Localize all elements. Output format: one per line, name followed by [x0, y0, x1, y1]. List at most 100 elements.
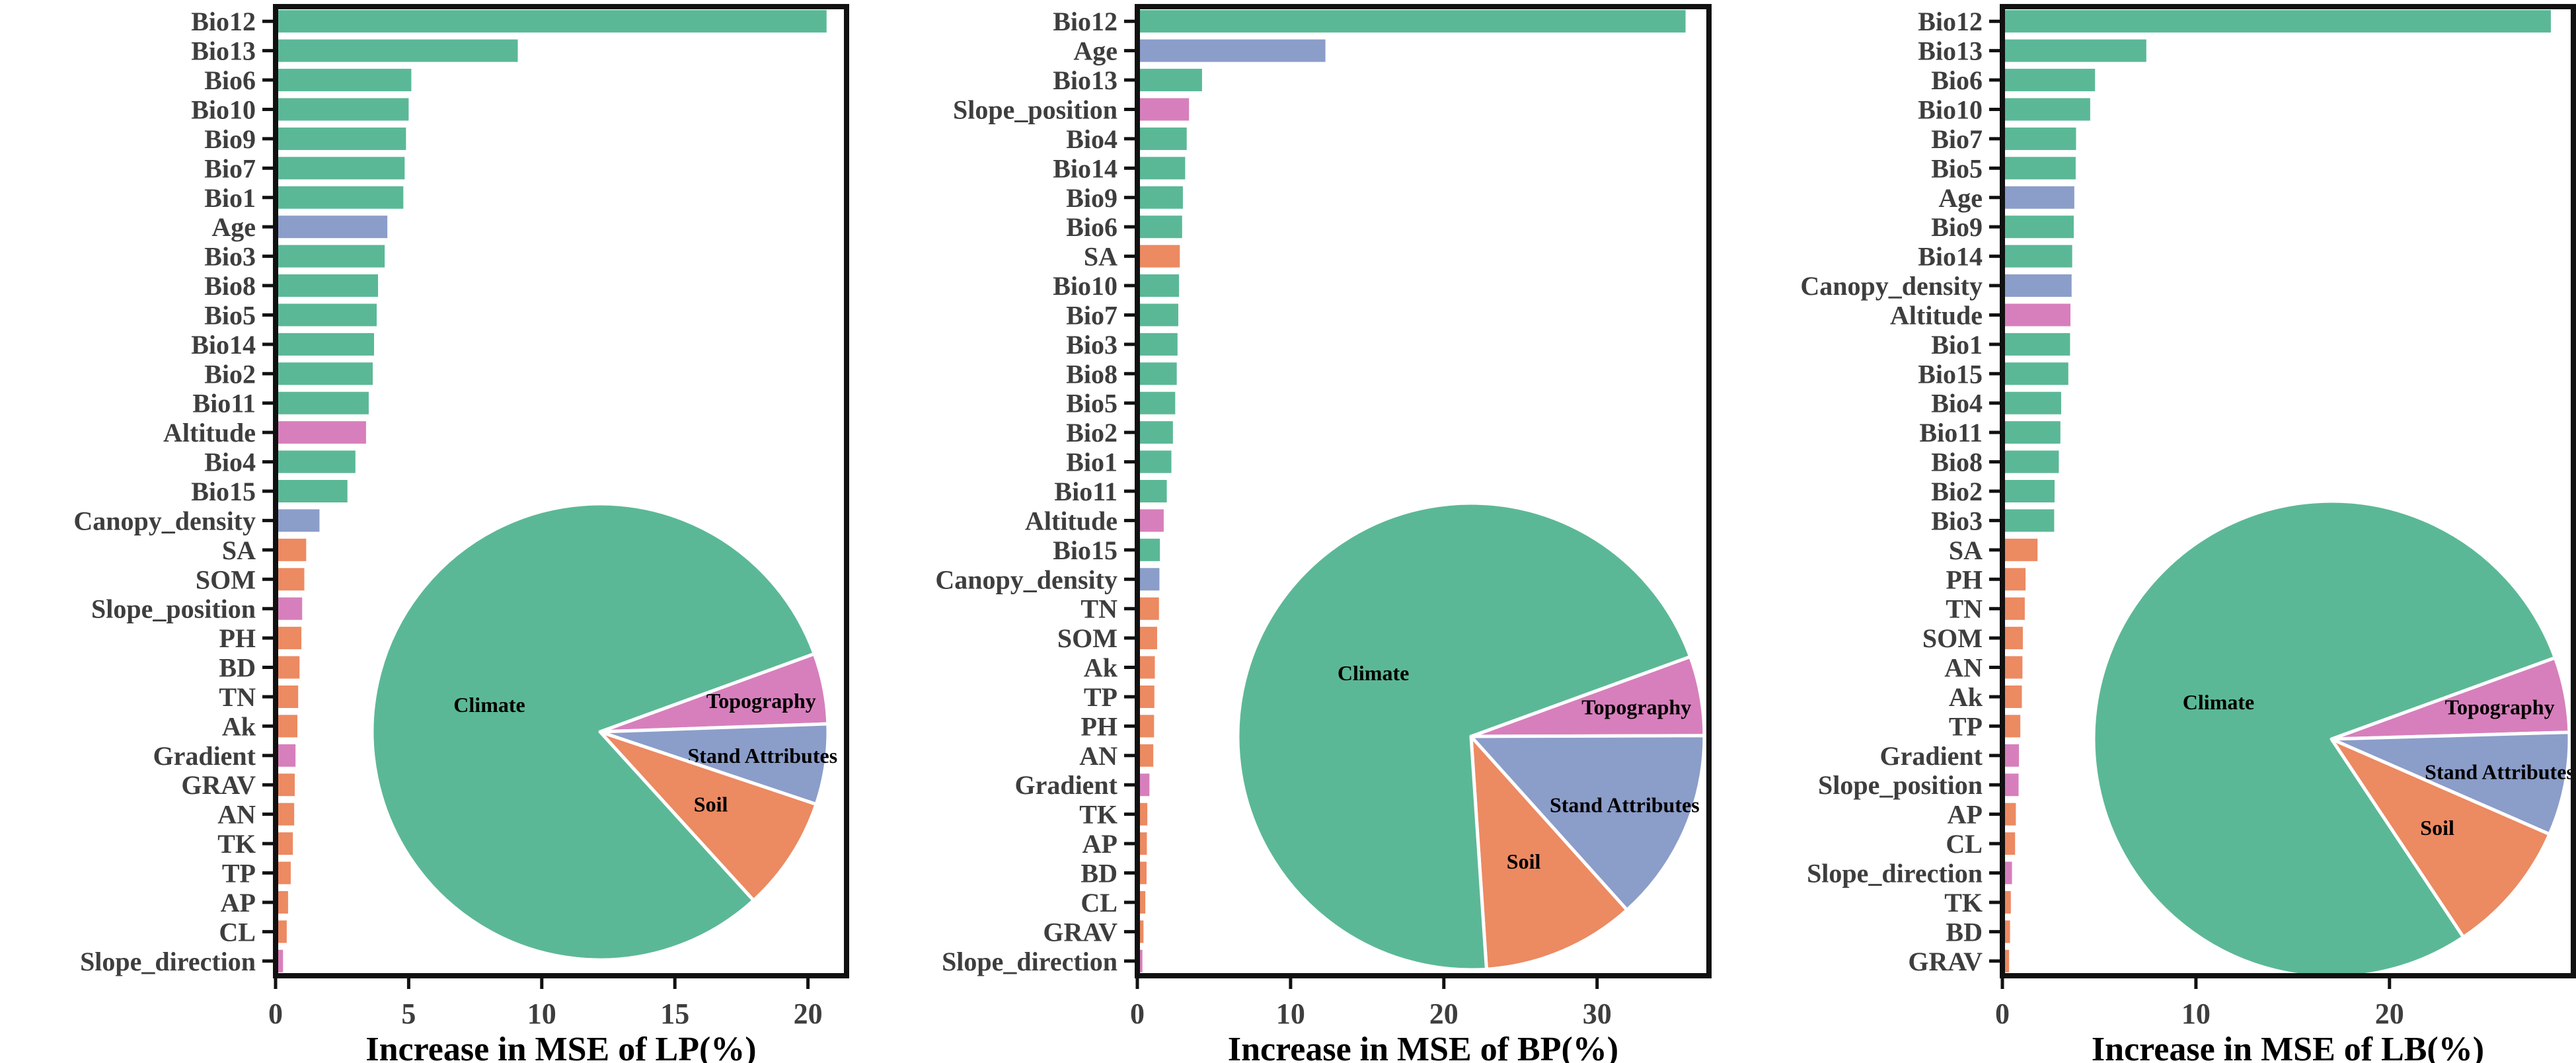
y-tick-label-SA: SA	[1084, 242, 1118, 272]
bar-Bio6	[1140, 216, 1182, 239]
bar-AN	[2005, 656, 2023, 679]
y-tick-label-Bio2: Bio2	[1066, 418, 1118, 448]
y-tick-label-Bio4: Bio4	[1066, 124, 1118, 154]
y-tick-label-Bio1: Bio1	[204, 183, 256, 213]
pie-label-climate: Climate	[453, 693, 525, 717]
y-tick-label-Bio3: Bio3	[1931, 506, 1983, 535]
panel-lp: Bio12 Bio13 Bio6 Bio10 Bio9 Bio7 Bio1 Age Bio3 Bi…	[0, 0, 859, 1063]
pie-slice-soil	[598, 730, 818, 902]
bar-AP	[278, 890, 288, 914]
y-tick-label-TN: TN	[1946, 594, 1983, 624]
pie-label-climate: Climate	[2183, 690, 2254, 714]
y-tick-label-Bio10: Bio10	[191, 95, 256, 124]
y-tick-label-Age: Age	[211, 212, 256, 242]
y-tick-label-Gradient: Gradient	[1014, 770, 1118, 800]
bar-Bio1	[278, 186, 404, 209]
pie-label-soil: Soil	[2420, 816, 2454, 840]
pie-label-topography: Topography	[706, 689, 816, 713]
bar-Slope_direction	[1140, 949, 1143, 972]
pie-bp: Topography Stand Attributes Soil Climate	[1236, 501, 1706, 972]
bar-TN	[1140, 597, 1159, 620]
pie-label-climate: Climate	[1338, 661, 1409, 685]
bar-Bio4	[1140, 127, 1187, 150]
y-tick-label-PH: PH	[219, 623, 256, 653]
y-tick-label-Altitude: Altitude	[163, 418, 256, 448]
y-tick-label-Canopy_density: Canopy_density	[1800, 271, 1983, 301]
plot-border	[273, 4, 849, 978]
x-axis-title-lp: Increase in MSE of LP(%)	[365, 1031, 756, 1063]
y-tick-label-Bio7: Bio7	[1066, 300, 1118, 330]
panel-bp: Bio12 Age Bio13 Slope_position Bio4 Bio14 Bio9…	[859, 0, 1718, 1063]
y-tick-label-Age: Age	[1938, 183, 1983, 213]
y-tick-label-BD: BD	[1080, 859, 1118, 888]
y-tick-label-TP: TP	[1949, 711, 1983, 741]
bar-Bio4	[278, 450, 356, 473]
x-tick-label-30: 30	[1583, 998, 1612, 1030]
y-tick-label-Slope_position: Slope_position	[953, 95, 1118, 124]
y-tick-label-TK: TK	[217, 829, 256, 859]
plot-border	[2000, 4, 2576, 978]
bar-GRAV	[278, 773, 295, 797]
pie-lb: Topography Stand Attributes Soil Climate	[2092, 499, 2575, 979]
bar-Altitude	[278, 421, 366, 444]
bar-GRAV	[1140, 920, 1144, 943]
y-tick-label-GRAV: GRAV	[1908, 947, 1983, 976]
x-tick-label-0: 0	[1995, 998, 2010, 1030]
y-tick-label-Bio13: Bio13	[191, 36, 256, 66]
y-tick-label-Bio10: Bio10	[1918, 95, 1983, 124]
bar-AP	[2005, 803, 2016, 826]
bar-TP	[278, 861, 291, 885]
y-tick-label-Bio1: Bio1	[1931, 330, 1983, 360]
bar-Age	[2005, 186, 2074, 209]
y-tick-label-Slope_direction: Slope_direction	[1807, 859, 1983, 888]
bar-Bio3	[278, 245, 385, 268]
y-tick-label-AN: AN	[1079, 741, 1118, 771]
bar-SA	[278, 538, 307, 561]
bar-Bio14	[1140, 157, 1186, 180]
pie-slice-soil	[2330, 737, 2552, 939]
pie-label-topography: Topography	[2445, 695, 2555, 719]
y-tick-label-Bio5: Bio5	[1066, 389, 1118, 418]
bar-BD	[2005, 920, 2010, 943]
bar-Bio13	[1140, 69, 1202, 92]
y-tick-label-Bio14: Bio14	[1053, 153, 1118, 183]
y-tick-label-Altitude: Altitude	[1025, 506, 1118, 535]
pie-slice-climate	[370, 502, 816, 962]
bar-Bio6	[2005, 69, 2096, 92]
bar-Bio9	[1140, 186, 1183, 209]
y-tick-label-PH: PH	[1080, 711, 1118, 741]
bar-SOM	[2005, 627, 2023, 650]
pie-slice-stand-attributes	[2330, 730, 2571, 836]
bar-Bio11	[278, 391, 369, 414]
bar-Bio12	[278, 10, 827, 33]
y-tick-label-Bio8: Bio8	[1066, 359, 1118, 389]
bar-TK	[278, 832, 293, 855]
bar-Gradient	[2005, 744, 2020, 767]
bar-Bio15	[278, 480, 348, 502]
y-tick-label-Slope_direction: Slope_direction	[80, 947, 256, 976]
y-tick-label-Bio5: Bio5	[1931, 153, 1983, 183]
bar-Bio8	[278, 274, 379, 297]
pie-label-soil: Soil	[694, 793, 728, 816]
panel-lb: Bio12 Bio13 Bio6 Bio10 Bio7 Bio5 Age Bio9 Bio14 C…	[1718, 0, 2576, 1063]
bar-TP	[1140, 685, 1155, 708]
y-tick-label-SOM: SOM	[196, 565, 256, 594]
bar-Bio3	[2005, 509, 2055, 532]
bar-BD	[278, 656, 300, 679]
plot-border	[1135, 4, 1712, 978]
y-tick-label-Bio7: Bio7	[1931, 124, 1983, 154]
bar-Ak	[278, 715, 298, 738]
y-tick-label-TP: TP	[1084, 682, 1118, 712]
bar-Bio11	[1140, 480, 1167, 502]
y-tick-label-Bio12: Bio12	[1918, 7, 1983, 36]
x-tick-label-20: 20	[1429, 998, 1458, 1030]
y-tick-label-TK: TK	[1079, 800, 1118, 830]
bar-Bio8	[1140, 362, 1177, 385]
bar-Bio6	[278, 69, 412, 92]
bar-Bio14	[2005, 245, 2072, 268]
bar-Bio12	[1140, 10, 1686, 33]
bar-Bio14	[278, 333, 375, 356]
bar-Canopy_density	[2005, 274, 2072, 297]
y-tick-label-Ak: Ak	[1084, 653, 1118, 683]
bar-CL	[1140, 890, 1146, 914]
